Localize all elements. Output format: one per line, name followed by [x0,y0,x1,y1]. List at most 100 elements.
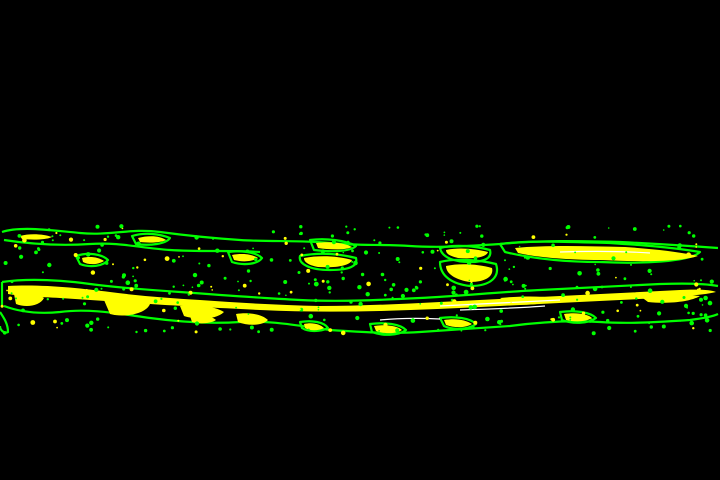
speckle [701,304,704,306]
speckle [103,237,107,242]
speckle [699,297,703,302]
speckle [566,225,571,229]
speckle [51,235,54,238]
speckle [687,311,690,315]
speckle [384,278,387,282]
speckle [288,259,292,262]
speckle [419,302,422,305]
speckle [596,271,601,276]
speckle [677,245,682,250]
speckle [249,279,252,283]
speckle [194,321,200,326]
speckle [439,301,443,305]
speckle [629,286,632,288]
speckle [396,226,400,229]
speckle [55,231,58,235]
speckle [95,224,100,229]
speckle [463,289,469,295]
speckle [143,328,148,333]
speckle [349,300,353,304]
speckle [611,256,616,261]
speckle [472,325,475,329]
speckle [327,285,332,291]
speckle [687,231,691,235]
speckle [303,247,306,250]
speckle [430,249,435,254]
speckle [182,255,184,258]
speckle [590,318,594,322]
speckle [400,293,405,299]
speckle [237,280,239,283]
speckle [182,284,185,287]
speckle [198,262,201,265]
speckle [615,276,617,279]
speckle [106,235,110,238]
speckle [34,250,38,255]
speckle [639,309,642,312]
speckle [178,256,180,258]
speckle [443,234,446,236]
speckle [283,280,288,284]
speckle [191,286,194,289]
speckle [350,243,352,246]
speckle [449,239,454,244]
speckle [472,304,478,310]
speckle [561,293,565,297]
speckle [707,300,713,306]
speckle [411,288,416,293]
speckle [211,289,213,291]
speckle [353,228,356,231]
speckle [521,295,525,298]
speckle [136,241,141,247]
speckle [342,251,345,254]
speckle [59,234,62,237]
speckle [132,275,135,278]
speckle [470,286,475,291]
speckle [585,290,590,296]
speckle [119,224,124,229]
speckle [391,296,394,299]
speckle [125,280,131,286]
speckle [247,313,250,315]
speckle [512,283,514,286]
speckle [620,301,623,304]
speckle [116,235,121,240]
speckle [550,318,553,321]
speckle [451,285,457,291]
speckle [340,266,344,270]
speckle [692,234,696,238]
speckle [475,224,479,228]
speckle [346,240,350,244]
speckle [187,293,190,296]
speckle [89,320,94,325]
speckle [143,258,147,262]
speckle [298,232,302,236]
speckle [328,291,331,294]
speckle [380,272,385,277]
speckle [481,242,486,247]
speckle [134,244,136,247]
speckle [30,320,36,325]
speckle [94,287,99,292]
speckle [504,259,506,262]
speckle [100,287,103,290]
speckle [466,260,472,265]
speckle [257,330,260,334]
speckle [133,279,137,283]
speckle [418,280,422,284]
speckle [355,315,360,321]
speckle [557,316,561,319]
speckle [443,231,446,234]
speckle [525,255,531,260]
speckle [695,246,698,248]
speckle [635,303,639,307]
speckle [68,237,74,242]
speckle [0,304,4,308]
speckle [607,227,610,229]
speckle [285,294,287,297]
speckle [485,316,490,322]
speckle [398,261,401,264]
speckle [18,246,22,250]
speckle [636,314,640,318]
